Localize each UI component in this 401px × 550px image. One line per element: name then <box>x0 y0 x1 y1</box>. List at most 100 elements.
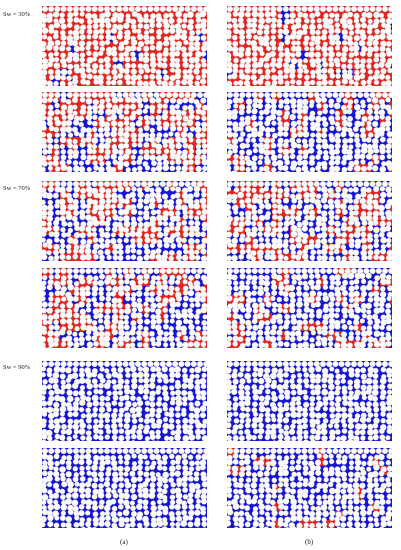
grain <box>92 476 99 483</box>
grain <box>194 509 201 516</box>
grain <box>181 396 188 402</box>
grain <box>73 24 80 31</box>
grain <box>54 515 60 521</box>
grain <box>150 510 157 518</box>
grain <box>130 336 137 343</box>
grain <box>187 521 194 528</box>
grain <box>188 137 194 143</box>
pore-fluid-cell <box>132 313 141 322</box>
grain <box>334 137 342 144</box>
pore-fluid-cell <box>195 286 204 295</box>
grain <box>123 22 130 30</box>
grain <box>155 21 163 29</box>
pore-fluid-cell <box>87 208 96 217</box>
grain <box>175 515 183 522</box>
grain <box>367 69 373 75</box>
grain <box>123 120 130 126</box>
grain <box>48 296 54 302</box>
grain <box>85 226 92 233</box>
pore-fluid-cell <box>177 101 186 110</box>
grain <box>47 165 53 171</box>
grain <box>353 210 359 216</box>
grain <box>137 22 144 29</box>
boundary-grain <box>116 181 123 188</box>
grain <box>175 27 183 35</box>
grain <box>52 259 59 261</box>
grain <box>79 57 85 63</box>
grain <box>315 126 322 132</box>
grain <box>60 34 67 41</box>
grain <box>156 520 164 527</box>
grain <box>258 154 264 160</box>
pore-fluid-cell <box>371 92 380 101</box>
grain <box>79 475 86 482</box>
grain <box>73 521 80 528</box>
grain <box>53 243 60 251</box>
grain <box>137 136 144 143</box>
grain <box>117 149 124 156</box>
grain <box>61 114 67 121</box>
grain <box>270 28 277 35</box>
pore-fluid-cell <box>227 69 236 78</box>
pore-fluid-cell <box>42 340 51 348</box>
grain <box>361 203 368 210</box>
grain <box>52 249 60 256</box>
grain <box>284 170 290 172</box>
grain <box>85 334 92 342</box>
pore-fluid-cell <box>299 42 308 51</box>
grain <box>130 505 136 512</box>
boundary-grain <box>159 448 166 455</box>
grain <box>65 99 72 105</box>
grain <box>201 62 207 68</box>
boundary-grain <box>357 6 364 13</box>
pore-fluid-cell <box>389 217 392 226</box>
grain <box>188 412 195 419</box>
boundary-grain <box>116 6 123 13</box>
boundary-grain <box>375 6 382 13</box>
grain <box>373 185 380 193</box>
grain <box>168 435 174 441</box>
pore-fluid-cell <box>150 286 159 295</box>
grain <box>106 390 112 397</box>
grain <box>79 399 86 407</box>
pore-fluid-cell <box>177 42 186 51</box>
grain <box>112 439 118 441</box>
boundary-grain <box>97 448 104 455</box>
pore-fluid-cell <box>362 24 371 33</box>
grain <box>46 475 53 482</box>
grain <box>174 210 181 217</box>
pore-fluid-cell <box>317 155 326 164</box>
grain <box>99 98 105 105</box>
pore-fluid-cell <box>254 164 263 172</box>
grain <box>199 78 207 85</box>
grain <box>72 153 79 160</box>
pore-fluid-cell <box>42 164 51 172</box>
boundary-grain <box>301 181 308 188</box>
grain <box>105 492 112 499</box>
pore-fluid-cell <box>335 128 344 137</box>
grain <box>169 160 175 166</box>
grain <box>98 503 104 510</box>
grain <box>385 126 391 132</box>
boundary-grain <box>79 181 86 188</box>
grain <box>150 166 157 172</box>
pore-fluid-cell <box>141 511 150 520</box>
grain <box>135 290 143 298</box>
pore-fluid-cell <box>87 137 96 146</box>
grain <box>355 142 362 149</box>
grain <box>341 159 347 166</box>
grain <box>53 301 59 308</box>
grain <box>201 260 207 261</box>
grain <box>309 29 316 36</box>
grain <box>125 254 131 261</box>
grain <box>182 115 189 122</box>
grain <box>93 275 99 281</box>
grain <box>162 459 168 466</box>
pore-fluid-cell <box>362 60 371 69</box>
grain <box>180 411 187 417</box>
grain <box>244 11 251 18</box>
grain <box>258 236 264 243</box>
grain <box>110 278 117 286</box>
grain <box>65 244 72 250</box>
grain <box>47 61 53 68</box>
